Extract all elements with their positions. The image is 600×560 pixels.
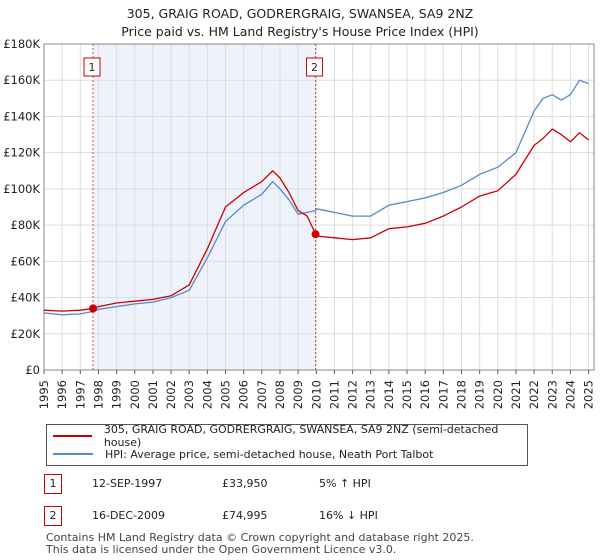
sale-marker-box [83, 57, 101, 77]
y-tick-label: £40K [11, 291, 41, 305]
x-tick-label: 2015 [400, 380, 414, 409]
x-tick-label: 2025 [582, 380, 596, 409]
y-tick-label: £120K [3, 146, 40, 160]
x-tick-label: 2020 [491, 380, 505, 409]
x-tick-label: 2017 [436, 380, 450, 409]
y-tick-label: £80K [11, 218, 41, 232]
sale-date-1: 12-SEP-1997 [92, 477, 163, 490]
x-tick-label: 2004 [200, 380, 214, 409]
footer-licence: This data is licensed under the Open Gov… [46, 543, 397, 556]
x-tick-label: 2023 [545, 380, 559, 409]
sale-badge-1: 1 [44, 474, 62, 494]
chart-subtitle: Price paid vs. HM Land Registry's House … [121, 24, 479, 39]
x-tick-label: 2010 [309, 380, 323, 409]
sale-price-2: £74,995 [222, 509, 268, 522]
sale-row-1: 1 12-SEP-1997 £33,950 5% ↑ HPI [44, 474, 564, 494]
y-tick-label: £140K [3, 109, 40, 123]
hpi-line [43, 79, 589, 316]
sale-point [89, 304, 98, 313]
legend: 305, GRAIG ROAD, GODRERGRAIG, SWANSEA, S… [46, 423, 528, 466]
x-tick-label: 2003 [182, 380, 196, 409]
x-tick-label: 2000 [128, 380, 142, 409]
legend-line-hpi [53, 453, 93, 455]
x-tick-label: 2006 [237, 380, 251, 409]
x-tick-label: 2001 [146, 380, 160, 409]
x-tick-label: 1998 [91, 380, 105, 409]
x-tick-label: 2024 [563, 380, 577, 409]
x-tick-label: 2013 [364, 380, 378, 409]
legend-item-property: 305, GRAIG ROAD, GODRERGRAIG, SWANSEA, S… [53, 423, 527, 449]
sale-price-1: £33,950 [222, 477, 268, 490]
x-tick-label: 1996 [55, 380, 69, 409]
y-tick-label: £160K [3, 73, 40, 87]
sale-row-2: 2 16-DEC-2009 £74,995 16% ↓ HPI [44, 506, 564, 526]
y-tick-label: £0 [25, 363, 40, 377]
legend-line-property [53, 435, 92, 437]
x-tick-label: 2016 [418, 380, 432, 409]
y-tick-label: £180K [3, 37, 40, 51]
y-tick-label: £100K [3, 182, 40, 196]
x-tick-label: 2022 [527, 380, 541, 409]
y-tick-label: £60K [11, 254, 41, 268]
x-tick-label: 2007 [255, 380, 269, 409]
x-tick-label: 2005 [219, 380, 233, 409]
x-tick-label: 2019 [473, 380, 487, 409]
sale-hpi-1: 5% ↑ HPI [319, 477, 371, 490]
sale-hpi-2: 16% ↓ HPI [319, 509, 378, 522]
x-tick-label: 2021 [509, 380, 523, 409]
sale-badge-2: 2 [44, 506, 62, 526]
x-tick-label: 2011 [327, 380, 341, 409]
footer-copyright: Contains HM Land Registry data © Crown c… [46, 531, 474, 544]
x-tick-label: 2014 [382, 380, 396, 409]
x-tick-label: 2012 [346, 380, 360, 409]
x-tick-label: 1995 [37, 380, 51, 409]
x-tick-label: 1999 [110, 380, 124, 409]
sale-marker-label: 2 [311, 61, 318, 74]
x-tick-label: 1997 [73, 380, 87, 409]
legend-label-property: 305, GRAIG ROAD, GODRERGRAIG, SWANSEA, S… [103, 423, 499, 449]
x-tick-label: 2008 [273, 380, 287, 409]
plot-frame [43, 43, 595, 371]
sale-marker-box [306, 57, 324, 77]
chart-title: 305, GRAIG ROAD, GODRERGRAIG, SWANSEA, S… [126, 6, 474, 21]
ownership-band [93, 44, 316, 370]
sale-marker-label: 1 [89, 61, 96, 74]
sale-date-2: 16-DEC-2009 [92, 509, 166, 522]
sale-point [311, 230, 320, 239]
legend-label-hpi: HPI: Average price, semi-detached house,… [105, 447, 434, 461]
price-chart: £0 £20K £40K £60K £80K £100K £120K £140K £160K £1… [3, 37, 596, 409]
x-tick-label: 2002 [164, 380, 178, 409]
x-tick-label: 2009 [291, 380, 305, 409]
y-tick-label: £20K [11, 327, 41, 341]
legend-item-hpi: HPI: Average price, semi-detached house,… [53, 446, 433, 462]
x-tick-label: 2018 [454, 380, 468, 409]
